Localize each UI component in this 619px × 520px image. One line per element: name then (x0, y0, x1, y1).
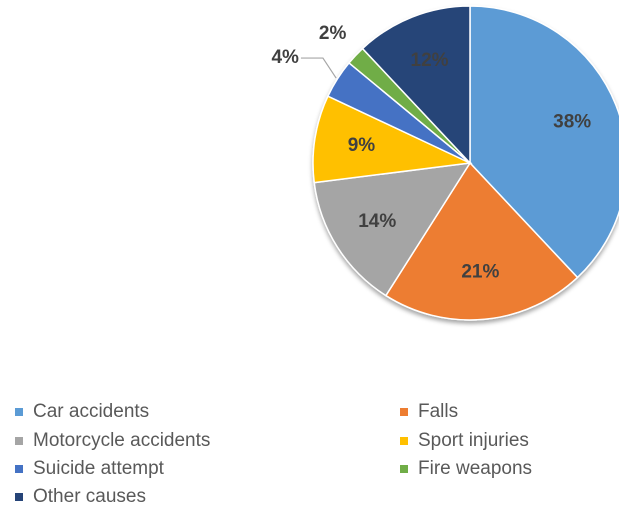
pie (312, 5, 619, 321)
legend-swatch (400, 408, 408, 416)
pie-slice (469, 5, 619, 279)
pie-slice (312, 95, 473, 184)
legend-swatch (15, 408, 23, 416)
data-label: 38% (553, 112, 591, 133)
legend-label: Fire weapons (418, 458, 532, 479)
data-label: 12% (411, 50, 449, 71)
pie-slice (361, 5, 471, 165)
pie-slice (313, 162, 472, 297)
legend-label: Suicide attempt (33, 458, 165, 479)
data-label: 21% (461, 261, 499, 282)
legend-label: Motorcycle accidents (33, 430, 210, 451)
legend-swatch (15, 437, 23, 445)
legend-label: Other causes (33, 486, 146, 507)
legend-swatch (15, 493, 23, 501)
legend-label: Falls (418, 401, 458, 422)
data-label: 14% (358, 211, 396, 232)
legend-label: Car accidents (33, 401, 149, 422)
legend-label: Sport injuries (418, 430, 529, 451)
data-label: 9% (348, 135, 376, 156)
legend-swatch (400, 437, 408, 445)
legend-swatch (400, 465, 408, 473)
pie-slice (384, 161, 579, 321)
legend-swatch (15, 465, 23, 473)
data-label: 2% (319, 23, 347, 44)
data-label: 4% (271, 47, 299, 68)
leader-line (300, 57, 337, 79)
